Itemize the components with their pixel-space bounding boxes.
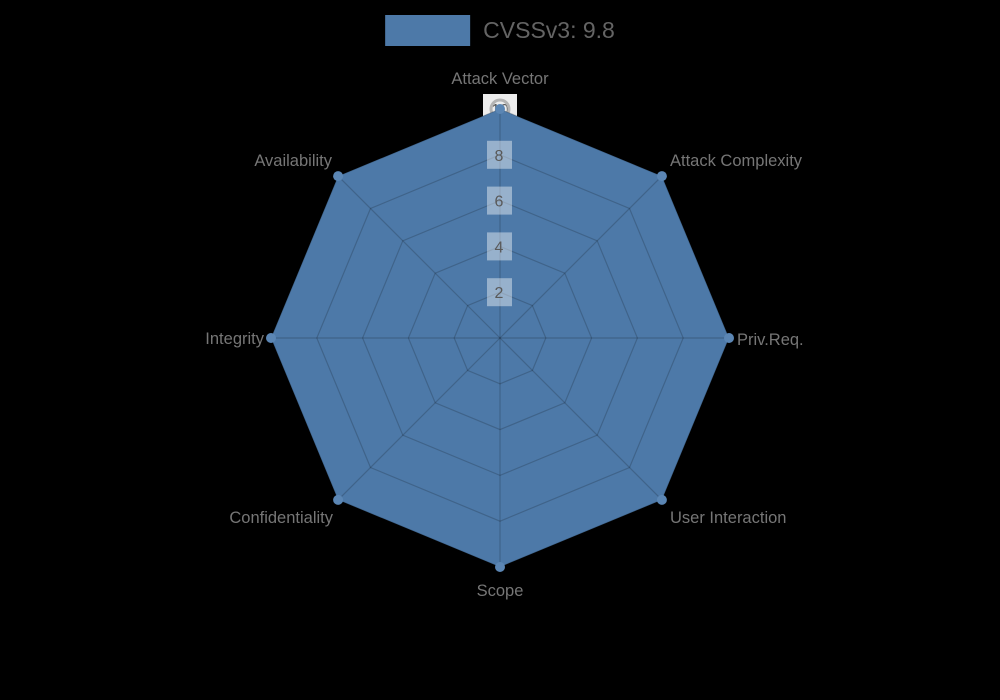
tick-label-box-6 <box>487 186 512 215</box>
vertex-dot-0 <box>495 104 505 114</box>
grid-ring-8 <box>316 154 684 522</box>
axis-label-attack-vector: Attack Vector <box>451 70 549 88</box>
grid-ring-6 <box>361 199 639 477</box>
vertex-dot-2 <box>724 333 734 343</box>
data-polygon-cvssv3 <box>271 109 729 567</box>
tick-label-box-2 <box>487 278 512 307</box>
legend-label: CVSSv3: 9.8 <box>483 17 615 43</box>
vertex-dot-6 <box>266 333 276 343</box>
vertex-dot-7 <box>333 171 344 182</box>
grid-ring-4 <box>407 245 593 431</box>
tick-label-box-8 <box>487 140 512 169</box>
axis-label-integrity: Integrity <box>205 330 264 348</box>
chart-legend[interactable]: CVSSv3: 9.8 <box>385 15 615 46</box>
grid-spoke-3 <box>499 337 663 501</box>
vertex-dot-4 <box>495 562 505 572</box>
grid-spoke-1 <box>499 175 663 339</box>
tick-label-2: 2 <box>495 285 504 302</box>
vertex-dot-5 <box>333 494 344 505</box>
grid-ring-2 <box>453 291 547 385</box>
tick-label-box-4 <box>487 232 512 261</box>
grid-spoke-5 <box>337 337 501 501</box>
vertex-dot-3 <box>656 494 667 505</box>
axis-label-user-interaction: User Interaction <box>670 509 786 527</box>
axis-label-attack-complexity: Attack Complexity <box>670 152 803 170</box>
legend-swatch <box>385 15 471 46</box>
tick-label-6: 6 <box>495 194 504 211</box>
axis-label-priv-req-: Priv.Req. <box>737 331 804 349</box>
axis-label-scope: Scope <box>477 582 524 600</box>
tick-label-4: 4 <box>495 239 504 256</box>
vertex-dot-1 <box>656 171 667 182</box>
axis-label-availability: Availability <box>254 152 332 170</box>
axis-label-confidentiality: Confidentiality <box>229 509 333 527</box>
tick-label-8: 8 <box>495 148 504 165</box>
grid-spoke-7 <box>337 175 501 339</box>
